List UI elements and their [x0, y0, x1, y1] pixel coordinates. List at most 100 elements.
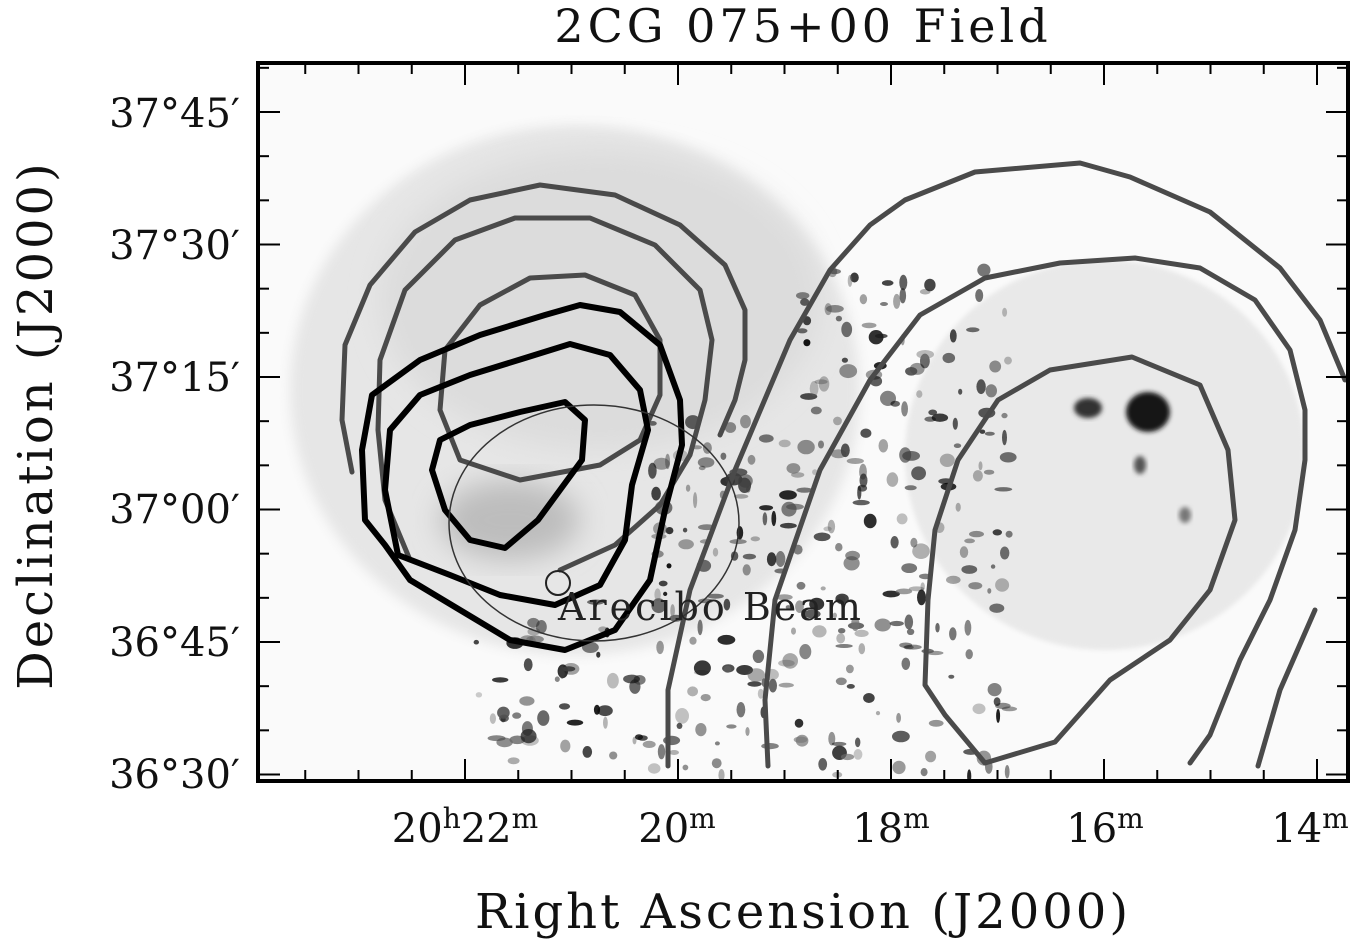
image-speckle — [917, 589, 926, 606]
image-speckle — [497, 706, 510, 719]
image-speckle — [989, 360, 1002, 373]
image-speckle — [492, 677, 509, 683]
image-speckle — [685, 484, 691, 492]
image-speckle — [771, 510, 777, 527]
image-speckle — [952, 417, 958, 430]
image-speckle — [712, 547, 719, 557]
image-speckle — [803, 609, 821, 619]
image-speckle — [736, 702, 746, 718]
x-tick-label: 20m — [638, 802, 715, 852]
image-speckle — [948, 674, 955, 679]
image-speckle — [682, 764, 689, 771]
y-tick-label: 36°45′ — [109, 620, 240, 666]
contour-right-fragment — [1255, 607, 1318, 769]
image-speckle — [558, 703, 571, 710]
image-speckle — [833, 416, 842, 426]
image-speckle — [875, 333, 888, 339]
image-speckle — [736, 665, 753, 675]
image-speckle — [785, 605, 792, 610]
image-speckle — [892, 760, 906, 775]
y-tick-label: 37°15′ — [109, 355, 240, 401]
image-speckle — [886, 472, 899, 487]
contour-left-thick-2 — [382, 341, 651, 608]
image-speckle — [901, 563, 918, 573]
image-speckle — [653, 457, 670, 470]
image-speckle — [654, 588, 661, 601]
image-speckle — [899, 274, 908, 291]
x-axis-label: Right Ascension (J2000) — [475, 884, 1131, 940]
image-speckle — [855, 737, 861, 748]
image-speckle — [747, 454, 756, 465]
image-speckle — [707, 593, 724, 599]
image-speckle — [955, 502, 961, 512]
image-speckle — [949, 627, 957, 641]
image-speckle — [814, 379, 828, 385]
y-axis-tick-labels: 37°45′ 37°30′ 37°15′ 37°00′ 36°45′ 36°30… — [109, 91, 240, 798]
image-speckle — [794, 718, 804, 728]
image-speckle — [796, 487, 813, 493]
image-speckle — [768, 678, 778, 693]
image-speckle — [779, 490, 797, 500]
contour-left-thin-3 — [437, 272, 663, 483]
contour-right-inner — [922, 354, 1238, 766]
image-speckle — [835, 644, 853, 648]
image-speckle — [846, 458, 864, 464]
mottled-region — [473, 263, 1018, 781]
image-speckle — [912, 543, 930, 559]
image-speckle — [841, 321, 853, 338]
image-speckle — [841, 357, 849, 363]
image-speckle — [810, 406, 822, 415]
image-speckle — [782, 653, 798, 669]
image-speckle — [964, 619, 972, 636]
image-speckle — [759, 505, 774, 511]
x-axis-tick-labels: 20h22m 20m 18m 16m 14m — [392, 802, 1349, 852]
bright-source-1 — [1126, 392, 1170, 432]
image-speckle — [665, 527, 674, 535]
y-tick-label: 37°30′ — [109, 223, 240, 269]
image-speckle — [861, 322, 877, 329]
image-speckle — [607, 672, 619, 689]
image-speckle — [892, 730, 910, 743]
image-speckle — [859, 294, 868, 305]
y-axis-label: Declination (J2000) — [8, 160, 64, 690]
image-speckle — [791, 627, 796, 635]
image-speckle — [972, 470, 983, 482]
image-speckle — [831, 741, 847, 747]
image-speckle — [840, 753, 855, 761]
image-speckle — [839, 364, 858, 379]
image-speckle — [899, 288, 907, 304]
y-tick-label: 37°45′ — [109, 91, 240, 137]
image-speckle — [786, 503, 804, 510]
image-speckle — [972, 703, 986, 715]
image-speckle — [846, 664, 854, 674]
image-speckle — [818, 758, 828, 771]
image-speckle — [512, 712, 522, 719]
image-speckle — [566, 719, 584, 726]
image-speckle — [723, 665, 732, 674]
image-speckle — [1002, 429, 1007, 446]
image-speckle — [903, 645, 914, 650]
image-speckle — [632, 736, 637, 745]
image-speckle — [976, 379, 986, 395]
image-speckle — [994, 487, 1013, 492]
image-speckle — [836, 633, 846, 644]
image-speckle — [964, 538, 975, 544]
image-speckle — [857, 484, 868, 492]
x-tick-label: 14m — [1271, 802, 1348, 852]
image-speckle — [489, 713, 496, 724]
image-speckle — [689, 636, 697, 645]
image-speckle — [928, 719, 944, 727]
image-speckle — [697, 457, 715, 468]
contour-right-2 — [762, 255, 1308, 769]
image-speckle — [942, 352, 956, 364]
image-speckle — [560, 739, 571, 753]
image-speckle — [853, 749, 863, 760]
image-speckle — [880, 390, 896, 406]
image-speckle — [1000, 546, 1010, 560]
image-speckle — [890, 536, 899, 549]
image-speckle — [795, 600, 804, 613]
contour-right-outer — [665, 160, 1348, 769]
image-speckle — [666, 563, 672, 569]
image-speckle — [778, 439, 791, 448]
image-speckle — [935, 622, 940, 633]
